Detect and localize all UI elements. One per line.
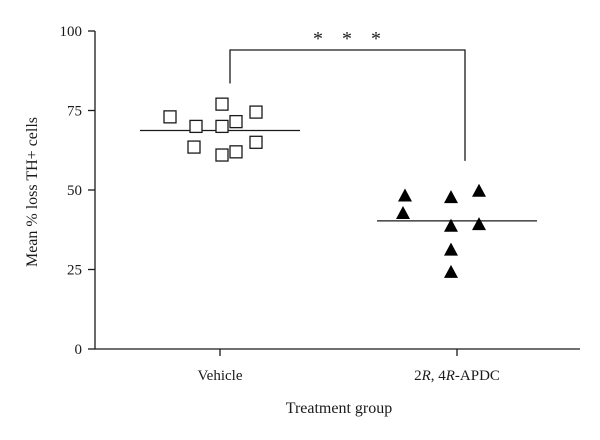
y-tick-label: 25 (67, 263, 82, 279)
x-axis-title: Treatment group (286, 400, 393, 417)
y-tick-label: 100 (60, 24, 83, 40)
significance-bracket (229, 49, 466, 161)
x-tick-label: Vehicle (198, 368, 243, 384)
axes: 0 25 50 75 100 Vehicle 2R, 4R-APDC (60, 24, 580, 384)
significance-bracket-group: * * * (229, 28, 466, 161)
data-point-triangle (444, 190, 458, 204)
data-point-triangle (444, 264, 458, 278)
data-point-square (249, 105, 263, 119)
data-point-triangle (444, 242, 458, 256)
x-tick-label: 2R, 4R-APDC (414, 368, 500, 384)
data-point-triangle (472, 217, 486, 231)
data-point-square (163, 110, 177, 124)
data-points (163, 97, 486, 278)
data-point-square (215, 119, 229, 134)
data-point-triangle (398, 188, 412, 202)
y-tick-label: 50 (67, 183, 82, 199)
significance-label: * * * (313, 28, 388, 50)
data-point-square (249, 135, 263, 149)
data-point-square (189, 119, 203, 134)
y-tick-label: 0 (75, 342, 83, 358)
data-point-triangle (396, 206, 410, 220)
data-point-square (187, 140, 201, 154)
data-point-triangle (444, 218, 458, 232)
data-point-square (229, 145, 243, 159)
data-point-square (215, 148, 229, 162)
y-axis-title: Mean % loss TH+ cells (24, 117, 41, 267)
data-point-square (215, 97, 229, 111)
data-point-triangle (472, 183, 486, 197)
data-point-square (229, 114, 243, 129)
y-tick-label: 75 (67, 104, 82, 120)
